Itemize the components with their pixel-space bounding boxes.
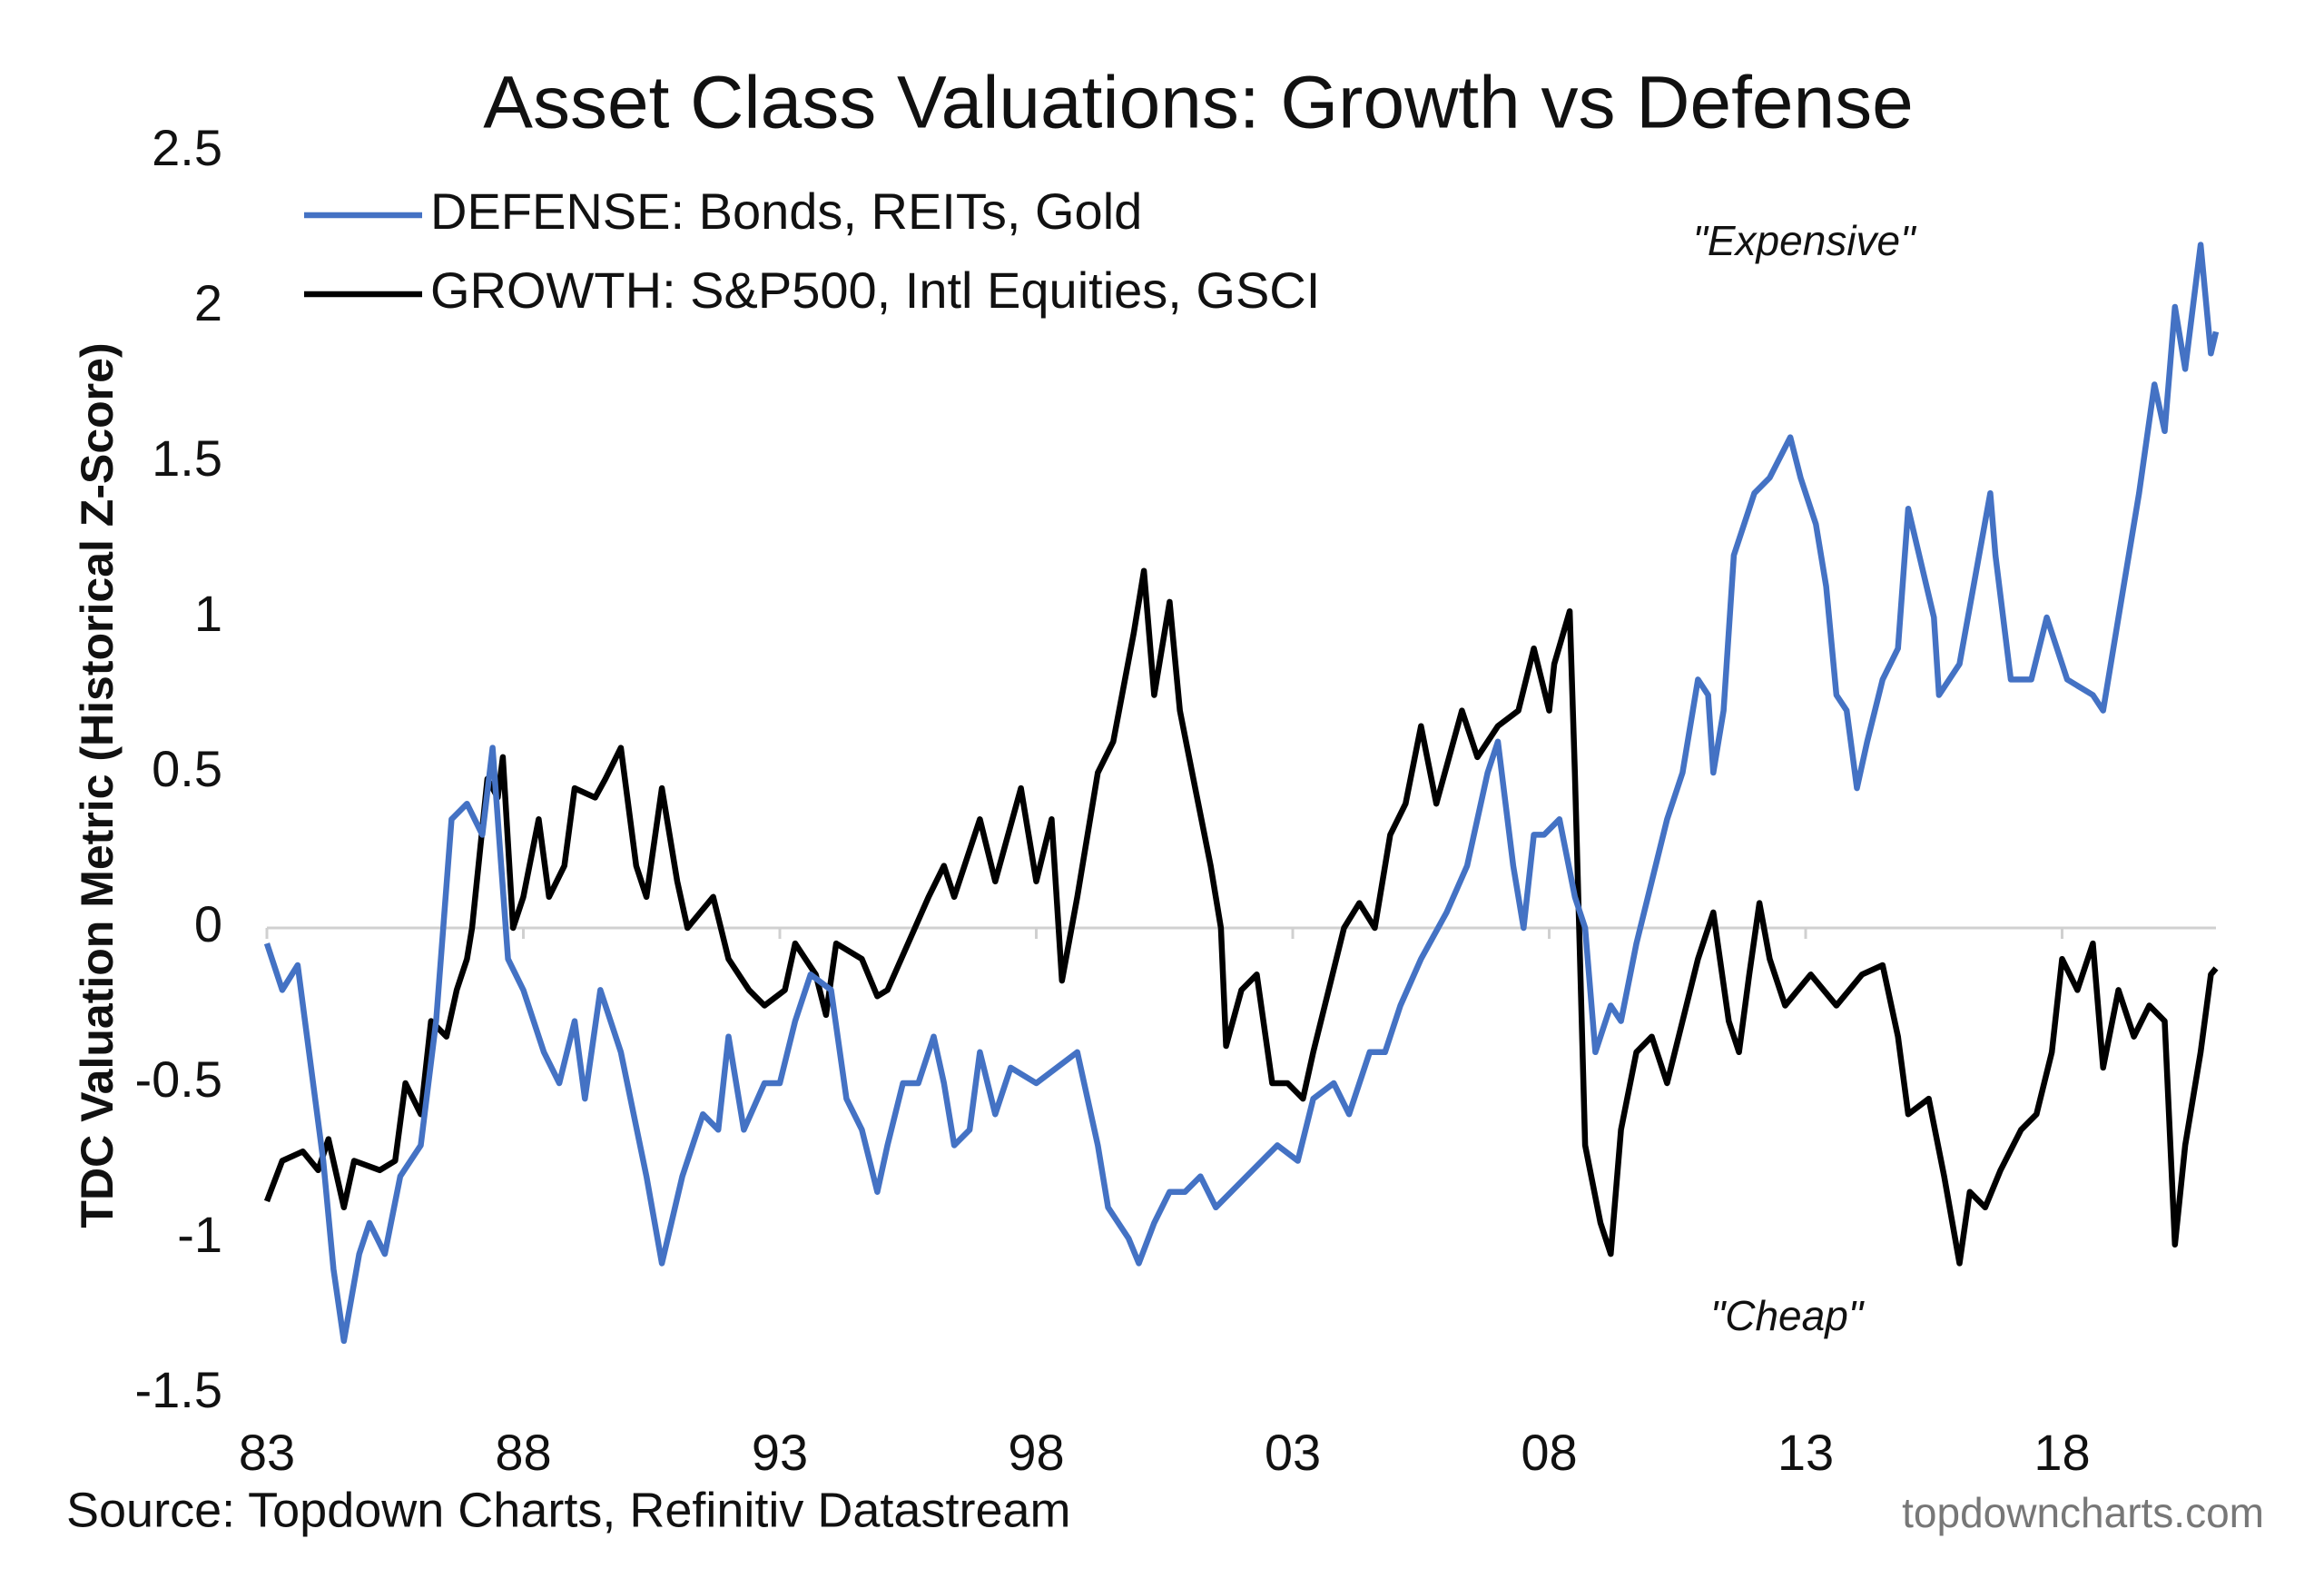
series-line <box>263 242 2220 1345</box>
x-tick-label: 88 <box>495 1424 551 1481</box>
y-tick-label: 0.5 <box>152 740 222 797</box>
x-tick-label: 18 <box>2034 1424 2090 1481</box>
x-tick-label: 08 <box>1521 1424 1577 1481</box>
x-tick-label: 93 <box>752 1424 808 1481</box>
y-tick-label: -1 <box>177 1206 222 1263</box>
annotation: "Expensive" <box>1693 217 1918 264</box>
y-tick-label: -0.5 <box>135 1050 223 1108</box>
x-tick-label: 13 <box>1777 1424 1834 1481</box>
y-tick-label: 2.5 <box>152 119 222 176</box>
annotation: "Cheap" <box>1710 1292 1866 1339</box>
chart-title: Asset Class Valuations: Growth vs Defens… <box>483 62 1913 144</box>
legend-label: GROWTH: S&P500, Intl Equities, GSCI <box>430 261 1320 319</box>
x-tick-label: 03 <box>1265 1424 1321 1481</box>
y-axis-label: TDC Valuation Metric (Historical Z-Score… <box>72 342 123 1228</box>
y-tick-label: 2 <box>194 274 222 331</box>
x-tick-label: 98 <box>1008 1424 1064 1481</box>
legend-label: DEFENSE: Bonds, REITs, Gold <box>430 182 1142 240</box>
x-tick-label: 83 <box>239 1424 295 1481</box>
source: Source: Topdown Charts, Refinitiv Datast… <box>66 1483 1071 1537</box>
watermark: topdowncharts.com <box>1902 1489 2264 1536</box>
y-tick-label: 1 <box>194 585 222 642</box>
y-tick-label: 1.5 <box>152 429 222 487</box>
series-line <box>263 567 2219 1267</box>
y-tick-label: -1.5 <box>135 1361 223 1418</box>
y-tick-label: 0 <box>194 895 222 952</box>
